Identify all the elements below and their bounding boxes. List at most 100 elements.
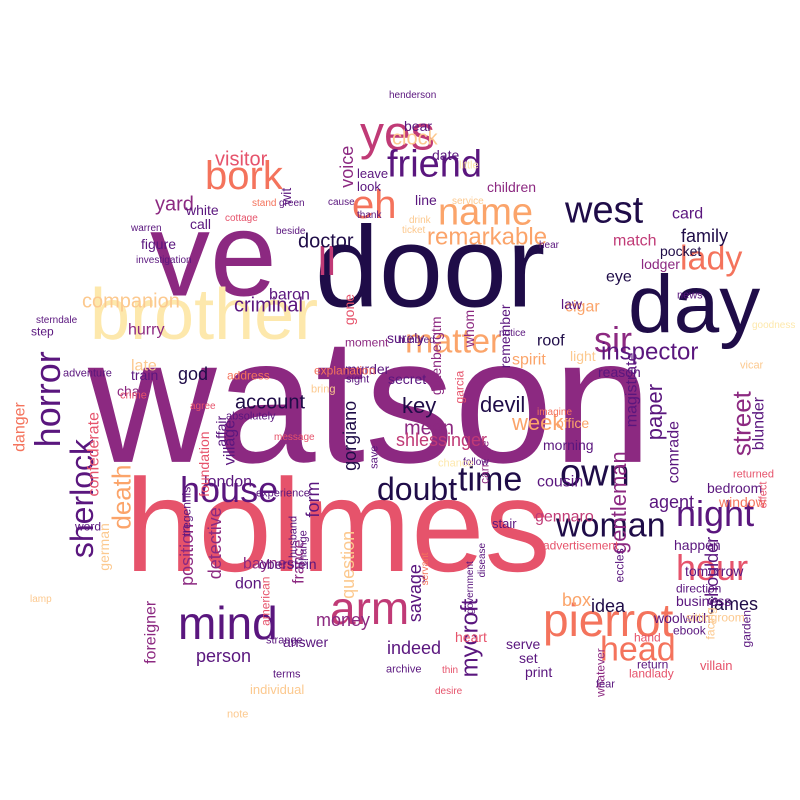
word-remarkable: remarkable [427,224,547,251]
word-lady: lady [680,240,742,278]
word-remember: remember [497,304,513,368]
word-account: account [235,392,305,414]
word-cigar: cigar [565,298,600,315]
word-door: door [315,204,545,332]
word-chance: chance [438,458,473,470]
word-key: key [402,393,436,418]
word-american: american [258,577,272,626]
word-effect: effect [758,482,770,509]
word-friend: friend [387,144,482,186]
word-set: set [519,650,538,666]
word-address: address [227,368,270,382]
word-sir: sir [594,319,632,360]
word-form: form [303,481,323,517]
word-lamp: lamp [30,594,52,605]
word-inspector: inspector [601,339,698,366]
word-warren: warren [130,223,162,234]
word-hurry: hurry [128,321,164,338]
word-foreigner: foreigner [142,600,159,664]
word-clock: clock [392,128,439,150]
word-criminal: criminal [234,295,303,317]
word-question: question [338,531,358,599]
word-savage: savage [405,564,425,622]
word-experience: experience [256,488,310,500]
word-name: name [438,192,533,234]
word-ll: ll [318,240,336,284]
word-save: save [369,446,381,469]
word-yes: yes [360,107,435,160]
word-green: green [279,198,305,209]
word-change: change [298,530,310,566]
word-children: children [487,179,536,195]
word-street: street [726,390,756,456]
word-horror: horror [27,351,68,447]
word-hour: hour [676,547,748,588]
word-bork: bork [205,154,284,198]
word-blunder: blunder [750,396,767,450]
word-return: return [637,657,668,671]
word-look: look [357,179,381,194]
word-husband: husband [288,516,300,558]
word-follow: follow [463,457,489,468]
word-direction: direction [676,581,721,595]
word-holmes: holmes [125,452,551,599]
word-paper: paper [642,384,667,440]
word-cause: cause [328,197,355,208]
word-government: government [465,561,476,614]
word-night: night [676,493,754,534]
word-mean: mean [404,418,454,440]
word-desire: desire [435,686,463,697]
word-person: person [196,646,251,666]
word-surely: surely [387,330,424,346]
word-cousin: cousin [537,473,583,490]
word-lodger: lodger [641,256,680,272]
word-hand: hand [634,630,661,644]
word-bedroom: bedroom [707,480,762,496]
word-sherlock: sherlock [64,438,100,558]
word-little: little [459,160,479,172]
word-pocket: pocket [660,243,701,259]
word-moment: moment [345,335,389,349]
word-returned: returned [733,469,774,481]
word-law: law [561,296,583,312]
word-thin: thin [442,665,458,676]
word-gentleman: gentleman [606,451,631,554]
word-comrade: comrade [665,421,682,483]
word-figure: figure [141,236,176,252]
word-family: family [681,226,728,246]
word-matter: matter [405,323,501,361]
word-reason: reason [598,364,641,380]
word-adventure: adventure [63,368,112,380]
word-visitor: visitor [215,149,268,171]
word-confederate: confederate [85,412,102,497]
word-danger: danger [11,401,28,451]
word-idea: idea [591,596,626,616]
word-business: business [676,593,731,609]
word-baynes: baynes [243,555,295,572]
word-happen: happen [674,537,721,553]
word-spirit: spirit [512,351,546,368]
word-message: message [274,432,315,443]
word-window: window [718,494,767,510]
word-beside: beside [276,226,306,237]
word-detective: detective [205,507,225,579]
word-german: german [96,523,112,570]
word-time: time [458,461,522,499]
word-gone: gone [341,294,357,325]
word-brother: brother [90,275,318,355]
word-answer: answer [283,634,328,650]
word-match: match [613,232,657,249]
word-tomorrow: tomorrow [685,563,744,579]
word-death: death [106,465,136,530]
word-magistrate: magistrate [623,352,640,427]
word-devil: devil [480,392,525,417]
word-investigation: investigation [136,255,192,266]
word-disease: disease [477,542,488,577]
word-week: week [511,410,564,435]
word-watson: watson [87,301,652,500]
word-yard: yard [155,194,194,216]
word-agent: agent [649,492,694,512]
word-garden: garden [739,610,753,647]
